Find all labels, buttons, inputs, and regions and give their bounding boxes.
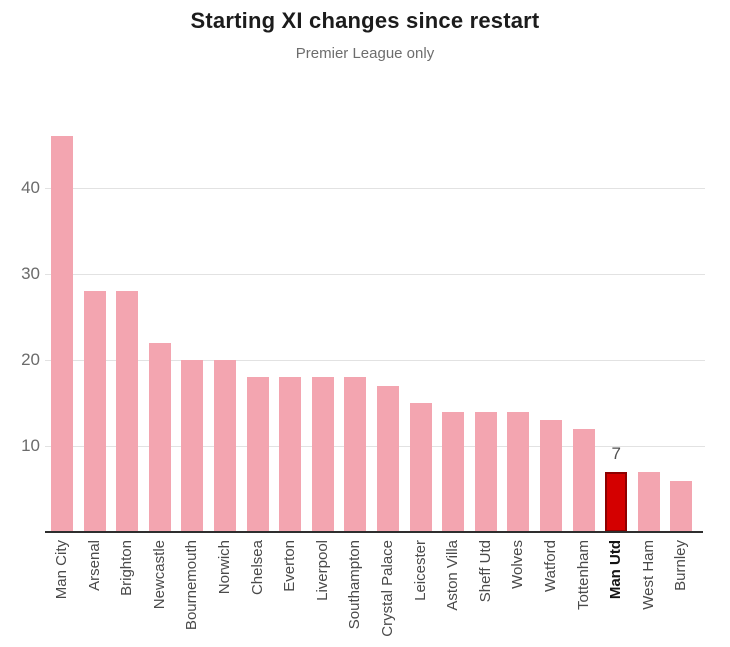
x-tick-label-sheff-utd: Sheff Utd: [476, 540, 494, 603]
x-tick-label-wolves: Wolves: [509, 540, 527, 589]
x-tick-label-man-city: Man City: [53, 540, 70, 600]
x-tick-label-norwich: Norwich: [216, 540, 233, 595]
x-tick-label-crystal-palace: Crystal Palace: [379, 540, 396, 637]
y-tick-label: 40: [21, 178, 40, 197]
chart-title: Starting XI changes since restart: [190, 8, 540, 33]
y-tick-label: 10: [21, 436, 40, 455]
bar-leicester: [409, 403, 432, 533]
y-tick-label: 20: [21, 350, 40, 369]
x-tick-label-tottenham: Tottenham: [574, 540, 592, 611]
bar-watford: [540, 420, 562, 533]
bar-man-city: [51, 135, 73, 533]
x-tick-label-chelsea: Chelsea: [248, 540, 266, 596]
bar-wolves: [507, 411, 530, 533]
x-tick-label-newcastle: Newcastle: [150, 540, 168, 610]
bar-aston-villa: [442, 411, 465, 533]
highlight-value-label: 7: [611, 444, 621, 464]
y-tick-label: 30: [21, 264, 40, 283]
y-gridline: [45, 360, 705, 361]
x-tick-label-man-utd: Man Utd: [607, 540, 625, 600]
x-tick-label-southampton: Southampton: [346, 540, 364, 630]
bar-man-utd: [605, 472, 628, 533]
bar-everton: [279, 377, 302, 533]
x-tick-label-liverpool: Liverpool: [313, 540, 331, 601]
bar-norwich: [214, 360, 236, 533]
y-gridline: [45, 446, 705, 447]
chart-subtitle: Premier League only: [295, 45, 435, 62]
bar-chelsea: [246, 377, 269, 533]
x-tick-label-bournemouth: Bournemouth: [183, 540, 201, 631]
bar-brighton: [116, 291, 139, 533]
x-tick-label-arsenal: Arsenal: [85, 540, 103, 591]
x-axis-line: [45, 531, 703, 533]
bar-tottenham: [572, 429, 595, 533]
x-tick-label-aston-villa: Aston Villa: [444, 540, 462, 611]
y-gridline: [45, 188, 705, 189]
x-tick-label-watford: Watford: [542, 540, 559, 592]
x-tick-label-brighton: Brighton: [118, 540, 136, 596]
bar-sheff-utd: [474, 411, 497, 533]
bar-arsenal: [83, 291, 106, 533]
bar-bournemouth: [181, 360, 204, 533]
bar-newcastle: [148, 342, 171, 533]
y-gridline: [45, 274, 705, 275]
bar-crystal-palace: [377, 385, 399, 533]
x-tick-label-everton: Everton: [281, 540, 299, 592]
bar-west-ham: [637, 472, 660, 533]
bar-southampton: [344, 377, 367, 533]
bar-burnley: [670, 480, 693, 533]
x-tick-label-leicester: Leicester: [411, 540, 429, 601]
x-tick-label-burnley: Burnley: [672, 540, 690, 591]
bar-liverpool: [311, 377, 334, 533]
x-tick-label-west-ham: West Ham: [639, 540, 657, 610]
